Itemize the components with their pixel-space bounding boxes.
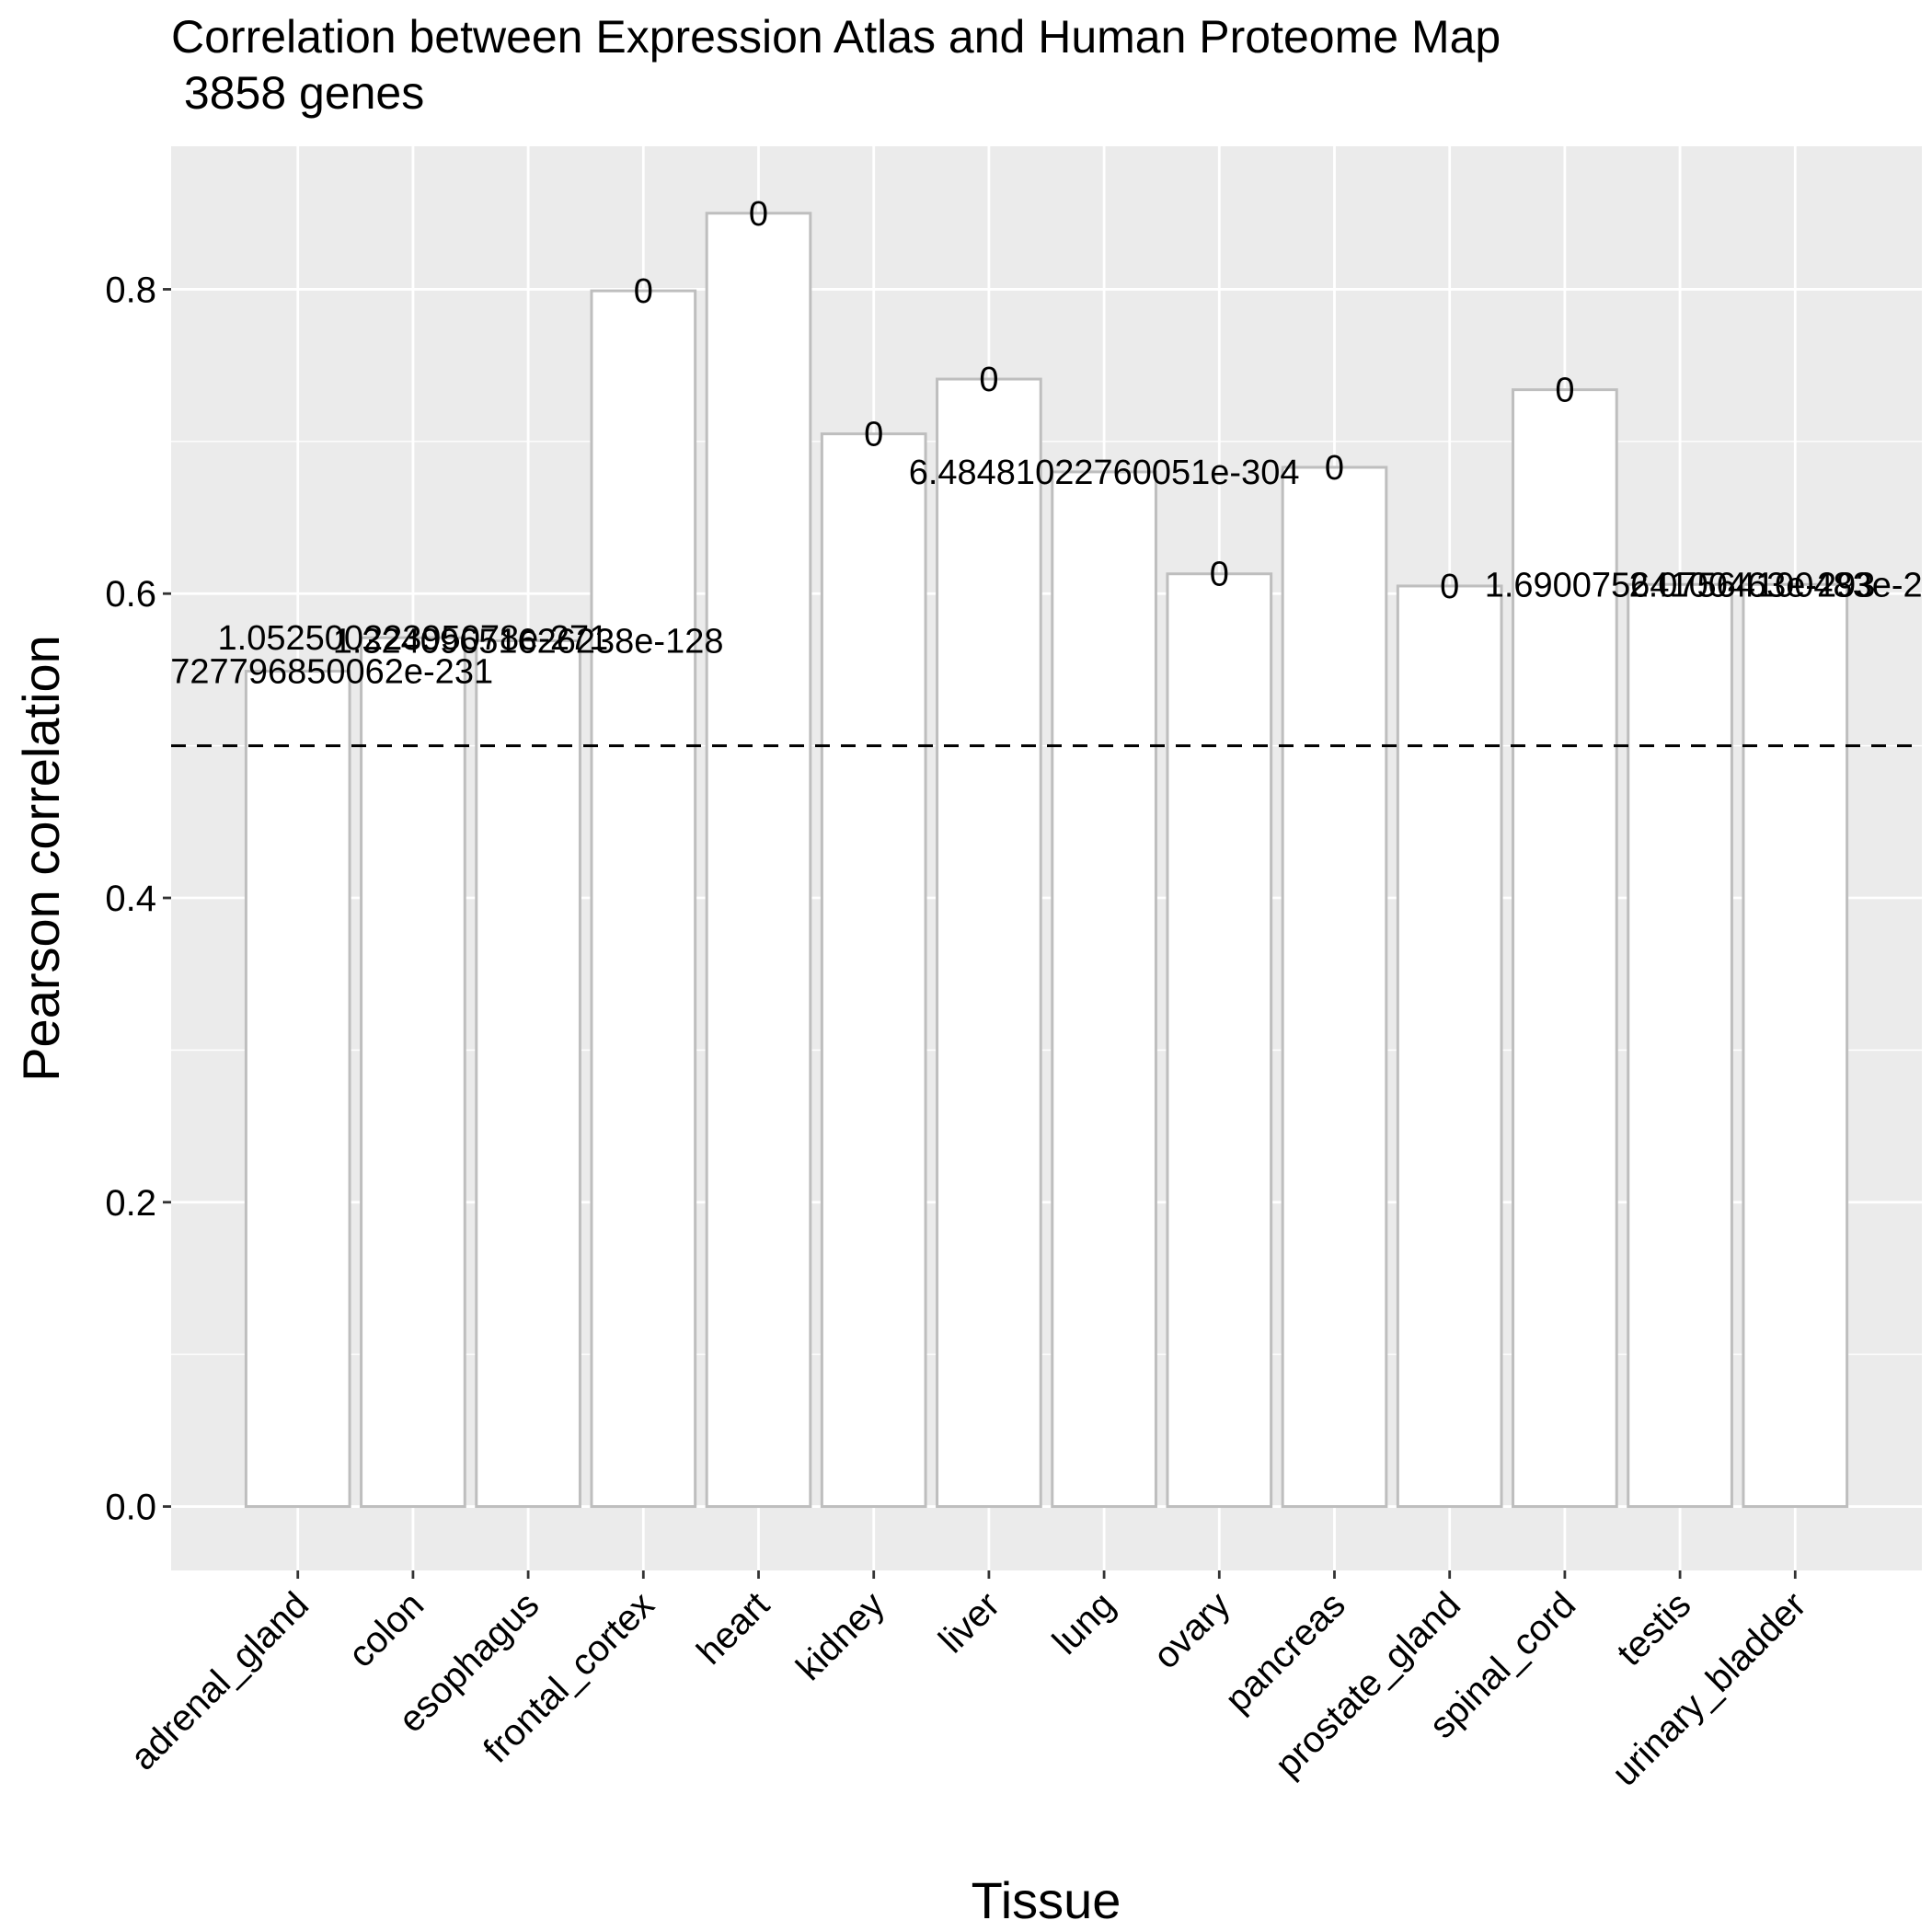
chart-title: Correlation between Expression Atlas and… — [171, 11, 1501, 63]
bar — [1512, 388, 1618, 1509]
x-tick-label: urinary_bladder — [1604, 1584, 1814, 1794]
y-tick-label: 0.6 — [105, 574, 156, 615]
y-tick-label: 0.8 — [105, 270, 156, 310]
x-tick-label: lung — [1045, 1584, 1123, 1662]
bar — [705, 212, 812, 1509]
data-label: 0 — [634, 272, 653, 311]
bar — [244, 670, 351, 1509]
bar — [1281, 466, 1388, 1509]
data-label: 0 — [749, 195, 768, 234]
bar — [360, 636, 466, 1509]
data-label: 2.42727796850062e-231 — [102, 653, 493, 692]
plot-area: 2.42727796850062e-2311.05250022395078e-2… — [102, 146, 1932, 1570]
chart-subtitle: 3858 genes — [171, 67, 424, 119]
x-tick-label: kidney — [788, 1584, 892, 1688]
x-tick-label: heart — [689, 1584, 777, 1673]
x-tick-label: colon — [341, 1584, 432, 1675]
bar — [1742, 582, 1849, 1509]
y-axis-title: Pearson correlation — [12, 635, 70, 1082]
data-label: 0 — [1210, 556, 1229, 594]
x-tick-label: ovary — [1145, 1584, 1237, 1676]
data-label: 0 — [979, 361, 998, 399]
data-label: 1.05250022395078e-271 — [218, 619, 609, 658]
x-axis-title: Tissue — [972, 1871, 1121, 1929]
x-tick-label: testis — [1609, 1584, 1698, 1673]
y-tick-label: 0.4 — [105, 879, 156, 919]
y-tick-label: 0.0 — [105, 1488, 156, 1528]
bar — [936, 377, 1042, 1509]
data-label: 0 — [864, 416, 883, 454]
bar — [1627, 582, 1733, 1509]
data-label: 1.69007564100463e-293 — [1485, 566, 1876, 604]
bar — [1051, 470, 1157, 1509]
data-label: 0 — [1555, 372, 1574, 410]
data-label: 2.07564100483e-285 — [1629, 566, 1932, 604]
data-label: 0 — [1440, 568, 1459, 606]
bar — [1396, 584, 1503, 1509]
bar — [590, 289, 697, 1509]
bar — [820, 432, 927, 1509]
y-tick-label: 0.2 — [105, 1183, 156, 1224]
bar — [475, 639, 581, 1509]
data-label: 0 — [1325, 449, 1344, 488]
x-tick-label: liver — [931, 1584, 1007, 1661]
x-tick-label: adrenal_gland — [123, 1584, 316, 1777]
data-label: 6.48481022760051e-304 — [909, 454, 1300, 492]
data-label: 1.32409651626238e-128 — [333, 623, 724, 661]
bar — [1166, 572, 1273, 1509]
